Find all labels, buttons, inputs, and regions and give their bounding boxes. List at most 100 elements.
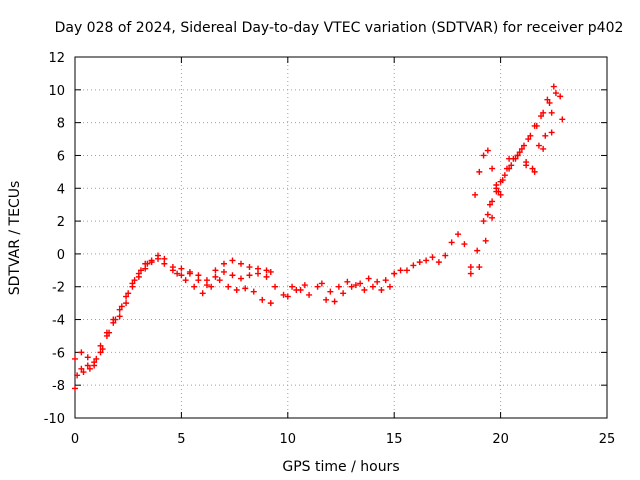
data-point <box>237 260 244 267</box>
data-point <box>527 132 534 139</box>
chart-title: Day 028 of 2024, Sidereal Day-to-day VTE… <box>55 20 624 36</box>
data-point <box>199 290 206 297</box>
data-point <box>429 254 436 261</box>
data-point <box>233 287 240 294</box>
data-point <box>382 277 389 284</box>
data-point <box>423 257 430 264</box>
data-markers <box>72 83 566 392</box>
data-point <box>72 385 78 392</box>
data-point <box>331 298 338 305</box>
data-point <box>116 306 123 313</box>
y-tick-label: -2 <box>52 281 65 296</box>
data-point <box>242 285 249 292</box>
data-point <box>169 264 176 271</box>
data-point <box>352 282 359 289</box>
y-tick-label: -10 <box>44 412 65 427</box>
series-satellite-track-8 <box>284 278 393 300</box>
data-point <box>480 152 487 159</box>
data-point <box>250 288 257 295</box>
data-point <box>246 272 253 279</box>
data-point <box>97 342 104 349</box>
data-point <box>237 275 244 282</box>
data-point <box>284 293 291 300</box>
y-tick-label: -8 <box>52 379 65 394</box>
data-point <box>523 162 530 169</box>
data-point <box>531 168 538 175</box>
series-satellite-track-11 <box>472 147 504 198</box>
data-point <box>529 165 536 172</box>
data-point <box>178 272 185 279</box>
data-point <box>267 300 274 307</box>
y-tick-label: 4 <box>57 182 65 197</box>
data-point <box>348 283 355 290</box>
data-point <box>220 268 227 275</box>
data-point <box>195 277 202 284</box>
data-point <box>191 283 198 290</box>
data-point <box>116 313 123 320</box>
data-point <box>212 267 219 274</box>
data-point <box>503 165 510 172</box>
data-point <box>361 287 368 294</box>
data-point <box>263 267 270 274</box>
data-point <box>493 181 500 188</box>
data-point <box>480 218 487 225</box>
data-point <box>318 280 325 287</box>
data-point <box>506 155 513 162</box>
data-point <box>84 362 91 369</box>
data-point <box>501 172 508 179</box>
x-tick-label: 15 <box>386 432 403 447</box>
data-point <box>78 349 85 356</box>
data-point <box>365 275 372 282</box>
data-point <box>272 283 279 290</box>
data-point <box>340 290 347 297</box>
data-point <box>148 259 155 266</box>
data-point <box>403 267 410 274</box>
data-point <box>301 282 308 289</box>
data-point <box>112 316 119 323</box>
data-point <box>106 329 113 336</box>
x-tick-label: 20 <box>492 432 509 447</box>
data-point <box>72 355 78 362</box>
y-tick-label: 2 <box>57 215 65 230</box>
data-point <box>335 283 342 290</box>
data-point <box>357 280 364 287</box>
data-point <box>521 142 528 149</box>
data-point <box>467 264 474 271</box>
data-point <box>314 283 321 290</box>
data-point <box>78 365 85 372</box>
data-point <box>344 278 351 285</box>
data-point <box>518 145 525 152</box>
data-point <box>538 113 545 120</box>
data-point <box>182 277 189 284</box>
data-point <box>552 90 559 97</box>
data-point <box>289 283 296 290</box>
data-point <box>263 273 270 280</box>
data-point <box>489 214 496 221</box>
data-point <box>86 365 93 372</box>
data-point <box>448 239 455 246</box>
series-satellite-track-3 <box>74 260 151 379</box>
plot-frame <box>74 56 608 419</box>
data-point <box>557 93 564 100</box>
y-axis-label: SDTVAR / TECUs <box>7 181 23 296</box>
series-satellite-track-4 <box>169 257 274 284</box>
data-point <box>144 260 151 267</box>
data-point <box>246 264 253 271</box>
data-point <box>386 283 393 290</box>
data-point <box>489 165 496 172</box>
data-point <box>484 147 491 154</box>
y-tick-label: -6 <box>52 346 65 361</box>
data-point <box>174 270 181 277</box>
data-point <box>220 260 227 267</box>
x-tick-label: 25 <box>599 432 616 447</box>
data-point <box>410 262 417 269</box>
data-point <box>97 349 104 356</box>
data-point <box>369 283 376 290</box>
data-point <box>99 346 106 353</box>
data-point <box>74 372 81 379</box>
y-tick-label: 8 <box>57 117 65 132</box>
data-point <box>154 255 161 262</box>
data-point <box>255 270 262 277</box>
series-satellite-track-1 <box>72 252 176 392</box>
